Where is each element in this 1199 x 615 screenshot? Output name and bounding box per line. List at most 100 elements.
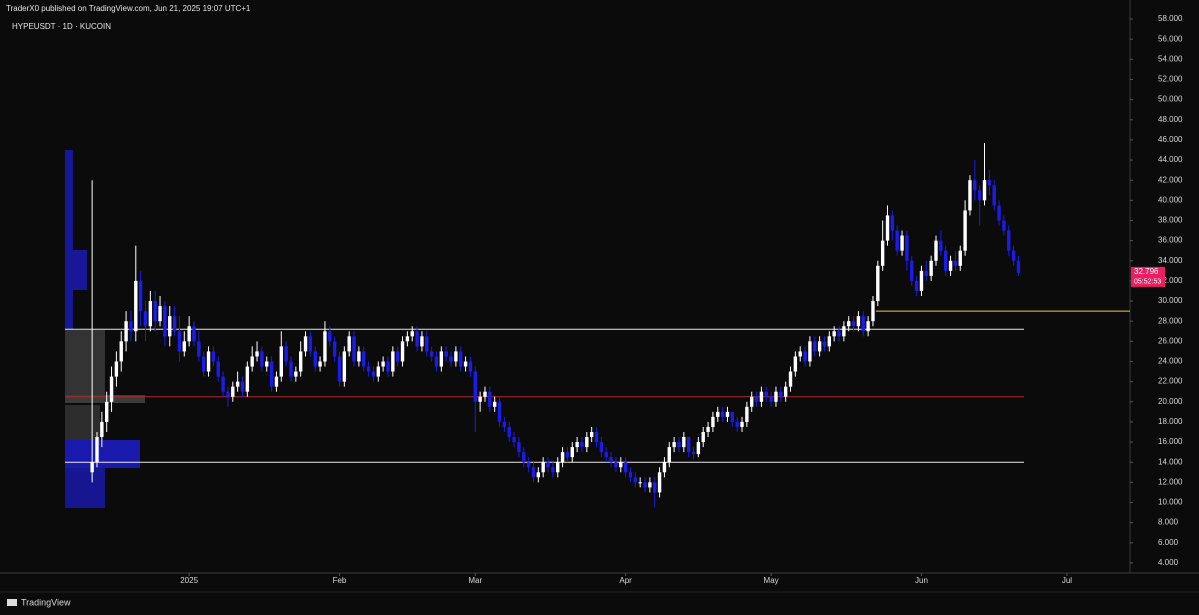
y-tick-label: 42.000 bbox=[1158, 175, 1183, 184]
candle-body bbox=[522, 452, 526, 463]
candle-body bbox=[104, 401, 109, 422]
candle-body bbox=[114, 361, 119, 377]
candle-body bbox=[536, 472, 541, 478]
candle-body bbox=[517, 442, 521, 453]
candle-body bbox=[740, 421, 744, 427]
candle-body bbox=[580, 442, 584, 448]
candle-body bbox=[667, 447, 671, 463]
candle-body bbox=[677, 442, 681, 448]
candle-body bbox=[939, 240, 943, 251]
candle-body bbox=[429, 351, 434, 357]
candle-body bbox=[168, 316, 172, 337]
volume-profile bbox=[65, 150, 145, 508]
candle-body bbox=[526, 462, 531, 468]
y-tick-label: 4.000 bbox=[1158, 558, 1179, 567]
candle-body bbox=[856, 316, 861, 327]
candle-body bbox=[798, 351, 802, 357]
candle-body bbox=[953, 260, 958, 266]
candle-body bbox=[686, 437, 691, 453]
candle-body bbox=[439, 351, 444, 367]
candle-body bbox=[924, 270, 929, 276]
candle-body bbox=[594, 431, 599, 443]
candle-body bbox=[269, 361, 274, 387]
candle-body bbox=[730, 411, 735, 422]
candle-body bbox=[982, 180, 987, 201]
candle-body bbox=[944, 250, 948, 271]
candle-body bbox=[488, 391, 492, 407]
y-tick-label: 6.000 bbox=[1158, 538, 1179, 547]
candle-body bbox=[672, 442, 676, 448]
volume-profile-shape bbox=[65, 250, 87, 290]
candle-body bbox=[289, 361, 293, 377]
candle-body bbox=[769, 396, 773, 402]
candle-body bbox=[958, 250, 962, 266]
y-tick-label: 14.000 bbox=[1158, 457, 1183, 466]
candle-body bbox=[206, 351, 211, 372]
candle-body bbox=[492, 401, 497, 407]
candle-body bbox=[182, 341, 186, 352]
candle-body bbox=[546, 462, 550, 468]
candle-body bbox=[197, 341, 201, 357]
candle-body bbox=[827, 336, 832, 347]
candle-body bbox=[434, 356, 439, 367]
candle-body bbox=[410, 331, 414, 337]
candle-body bbox=[444, 351, 448, 357]
candle-body bbox=[565, 452, 570, 458]
candle-body bbox=[914, 280, 919, 291]
candle-body bbox=[968, 180, 972, 211]
candle-body bbox=[221, 376, 225, 392]
candle-body bbox=[842, 326, 846, 337]
candle-body bbox=[400, 341, 405, 362]
candle-body bbox=[609, 457, 613, 463]
candle-body bbox=[716, 411, 720, 417]
y-tick-label: 54.000 bbox=[1158, 54, 1183, 63]
candle-body bbox=[148, 301, 153, 327]
candle-body bbox=[395, 351, 400, 362]
candle-body bbox=[837, 331, 841, 337]
candle-body bbox=[735, 421, 739, 427]
candle-body bbox=[381, 361, 385, 367]
candle-body bbox=[531, 467, 536, 478]
volume-profile-shape bbox=[65, 150, 73, 330]
candle-body bbox=[473, 371, 477, 402]
candle-body bbox=[750, 396, 754, 407]
y-tick-label: 24.000 bbox=[1158, 357, 1183, 366]
candle-body bbox=[250, 356, 254, 367]
candle-body bbox=[774, 391, 778, 402]
candle-body bbox=[342, 351, 347, 382]
candle-body bbox=[240, 381, 245, 392]
candle-body bbox=[992, 185, 996, 206]
candle-body bbox=[425, 336, 429, 352]
candle-body bbox=[720, 411, 725, 417]
candle-body bbox=[808, 341, 812, 362]
x-tick-label: 2025 bbox=[180, 576, 198, 585]
candle-body bbox=[328, 331, 332, 342]
y-tick-label: 46.000 bbox=[1158, 135, 1183, 144]
candle-body bbox=[483, 391, 487, 397]
candle-body bbox=[303, 336, 308, 352]
candle-body bbox=[308, 336, 313, 352]
y-tick-label: 38.000 bbox=[1158, 216, 1183, 225]
y-tick-label: 56.000 bbox=[1158, 34, 1183, 43]
candle-body bbox=[987, 180, 992, 186]
candle-body bbox=[822, 341, 827, 347]
candle-body bbox=[143, 311, 148, 327]
candle-body bbox=[570, 447, 574, 458]
candle-body bbox=[134, 280, 138, 332]
candle-body bbox=[900, 235, 904, 251]
candle-body bbox=[788, 371, 793, 387]
candle-body bbox=[216, 361, 220, 377]
candle-body bbox=[701, 431, 705, 443]
candle-body bbox=[357, 351, 361, 362]
candle-body bbox=[90, 462, 94, 473]
candle-body bbox=[851, 321, 856, 327]
candle-body bbox=[628, 472, 633, 478]
candle-body bbox=[803, 351, 807, 362]
candle-body bbox=[934, 240, 938, 261]
candle-body bbox=[463, 361, 468, 367]
candle-body bbox=[420, 336, 424, 347]
x-tick-label: Jun bbox=[915, 576, 928, 585]
candle-body bbox=[468, 361, 473, 372]
y-tick-label: 16.000 bbox=[1158, 437, 1183, 446]
candle-body bbox=[507, 426, 511, 438]
